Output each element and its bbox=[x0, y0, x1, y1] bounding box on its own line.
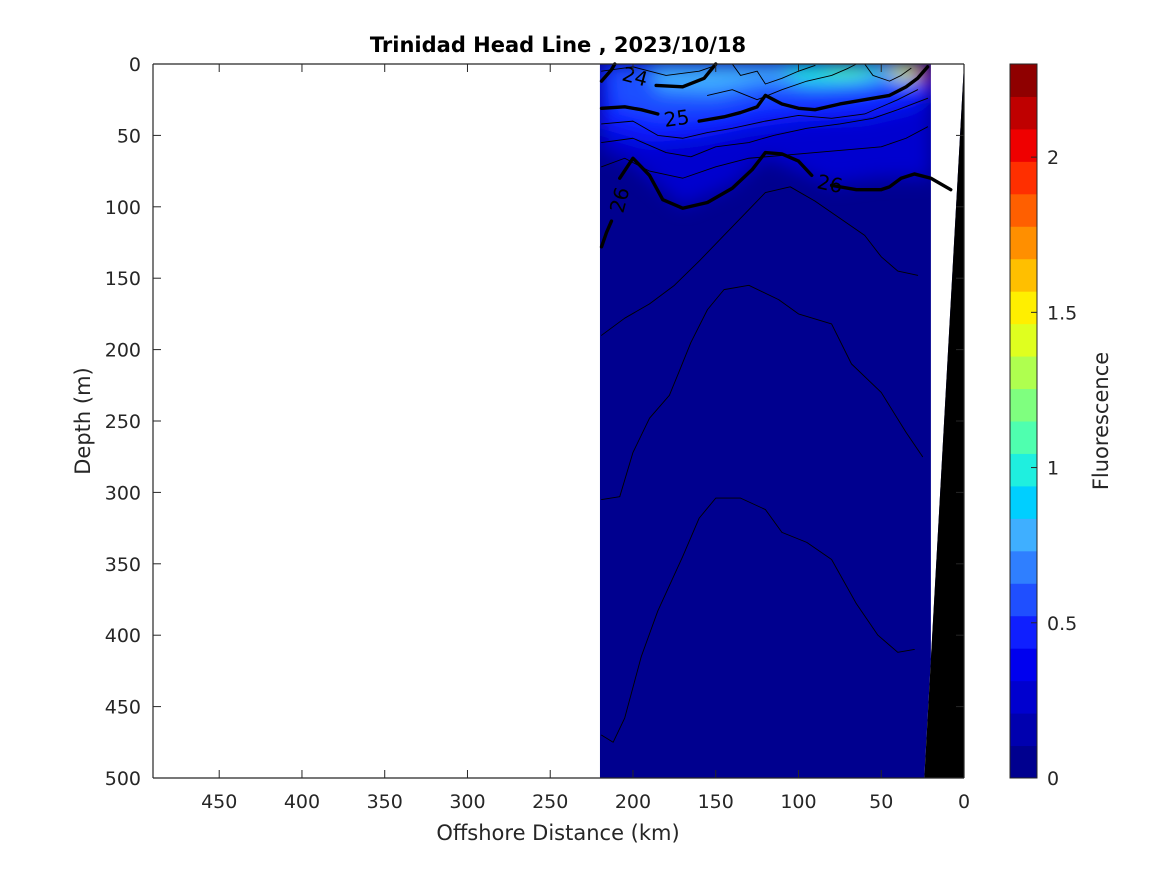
contour-line-24-1 bbox=[654, 62, 718, 89]
y-tick-label-50: 50 bbox=[117, 125, 141, 147]
y-tick-label-250: 250 bbox=[105, 411, 141, 433]
colorbar-swatch-16 bbox=[1010, 226, 1037, 260]
contour-line-25-7 bbox=[697, 65, 930, 123]
x-tick-label-150: 150 bbox=[698, 791, 734, 813]
x-tick-label-200: 200 bbox=[615, 791, 651, 813]
colorbar-swatch-5 bbox=[1010, 583, 1037, 617]
y-tick-label-100: 100 bbox=[105, 197, 141, 219]
colorbar-swatch-4 bbox=[1010, 615, 1037, 649]
colorbar-tick-label-0: 0 bbox=[1047, 768, 1059, 790]
y-tick-label-300: 300 bbox=[105, 482, 141, 504]
y-tick-label-500: 500 bbox=[105, 768, 141, 790]
contour-line-minor-4 bbox=[707, 63, 857, 101]
x-tick-label-50: 50 bbox=[869, 791, 893, 813]
x-axis-ticks: 450 400 350 300 250 200 150 100 50 0 bbox=[201, 64, 970, 813]
y-tick-label-450: 450 bbox=[105, 697, 141, 719]
contour-line-minor-5 bbox=[864, 63, 912, 82]
field-band-5 bbox=[823, 64, 873, 76]
colorbar-swatch-19 bbox=[1010, 128, 1037, 162]
x-tick-label-0: 0 bbox=[958, 791, 970, 813]
y-tick-label-400: 400 bbox=[105, 625, 141, 647]
contour-label-25: 25 bbox=[662, 105, 691, 132]
colorbar-swatch-12 bbox=[1010, 356, 1037, 390]
colorbar: 0 0.5 1 1.5 2 bbox=[1009, 63, 1077, 790]
colorbar-swatch-0 bbox=[1010, 745, 1037, 779]
contour-line-26-13 bbox=[599, 219, 614, 249]
y-tick-label-200: 200 bbox=[105, 340, 141, 362]
contour-line-26-11 bbox=[618, 150, 814, 210]
colorbar-swatch-11 bbox=[1010, 388, 1037, 422]
contour-line-26-12 bbox=[829, 172, 953, 192]
colorbar-swatch-8 bbox=[1010, 485, 1037, 519]
colorbar-frame bbox=[1009, 63, 1038, 779]
fluorescence-field bbox=[599, 64, 964, 778]
chart-title: Trinidad Head Line , 2023/10/18 bbox=[370, 33, 746, 57]
contour-labels: 24 25 26 26 bbox=[605, 62, 845, 216]
bathymetry-black-region bbox=[924, 64, 964, 778]
colorbar-swatch-2 bbox=[1010, 680, 1037, 714]
colorbar-swatch-18 bbox=[1010, 161, 1037, 195]
colorbar-label: Fluorescence bbox=[1089, 352, 1113, 490]
colorbar-swatch-3 bbox=[1010, 648, 1037, 682]
x-tick-label-250: 250 bbox=[532, 791, 568, 813]
colorbar-swatch-14 bbox=[1010, 291, 1037, 325]
contour-line-25-6 bbox=[599, 105, 660, 116]
colorbar-swatch-10 bbox=[1010, 421, 1037, 454]
colorbar-swatch-1 bbox=[1010, 713, 1037, 747]
colorbar-swatch-6 bbox=[1010, 550, 1037, 584]
field-band-6 bbox=[884, 64, 918, 82]
contour-label-26-right: 26 bbox=[815, 169, 845, 198]
contour-line-minor-16 bbox=[601, 497, 915, 743]
colorbar-tick-label-2: 2 bbox=[1047, 147, 1059, 169]
x-tick-label-400: 400 bbox=[284, 791, 320, 813]
colorbar-swatch-13 bbox=[1010, 323, 1037, 357]
x-tick-label-350: 350 bbox=[367, 791, 403, 813]
y-axis-label: Depth (m) bbox=[71, 367, 95, 474]
colorbar-swatch-9 bbox=[1010, 453, 1037, 487]
contour-line-minor-8 bbox=[601, 89, 919, 139]
x-tick-label-300: 300 bbox=[449, 791, 485, 813]
contour-line-minor-14 bbox=[601, 186, 919, 336]
colorbar-swatch-17 bbox=[1010, 193, 1037, 227]
x-tick-label-100: 100 bbox=[780, 791, 816, 813]
contour-line-minor-15 bbox=[601, 284, 924, 500]
y-tick-label-0: 0 bbox=[129, 54, 141, 76]
colorbar-swatch-20 bbox=[1010, 96, 1037, 130]
colorbar-swatch-7 bbox=[1010, 518, 1037, 552]
y-tick-label-350: 350 bbox=[105, 554, 141, 576]
y-axis-ticks: 0 50 100 150 200 250 300 350 400 450 500 bbox=[105, 54, 964, 790]
colorbar-tick-label-0.5: 0.5 bbox=[1047, 613, 1077, 635]
x-axis-label: Offshore Distance (km) bbox=[436, 821, 679, 845]
colorbar-swatch-21 bbox=[1010, 64, 1037, 97]
y-tick-label-150: 150 bbox=[105, 268, 141, 290]
colorbar-tick-label-1.5: 1.5 bbox=[1047, 302, 1077, 324]
contour-line-minor-2 bbox=[601, 64, 717, 76]
colorbar-tick-label-1: 1 bbox=[1047, 458, 1059, 480]
missing-data-region bbox=[924, 64, 964, 778]
contour-line-minor-9 bbox=[601, 97, 929, 158]
x-tick-label-450: 450 bbox=[201, 791, 237, 813]
colorbar-swatch-15 bbox=[1010, 258, 1037, 292]
